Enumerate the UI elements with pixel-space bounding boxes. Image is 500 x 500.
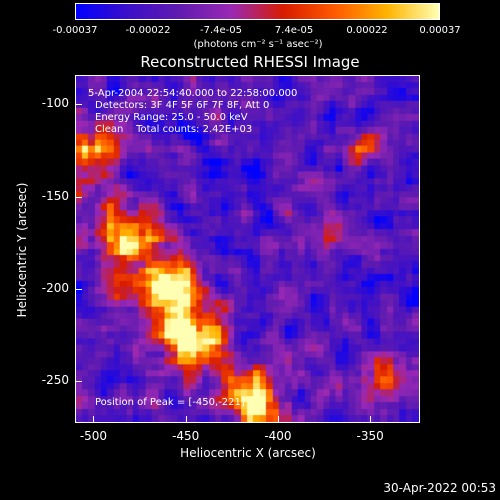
y-tick-label: -100 bbox=[41, 96, 69, 111]
y-tick-mark bbox=[76, 196, 82, 198]
colorbar-tick-label: 0.00022 bbox=[346, 25, 388, 36]
x-tick-label: -500 bbox=[79, 429, 108, 443]
y-tick-mark bbox=[76, 104, 82, 106]
y-axis-label: Heliocentric Y (arcsec) bbox=[15, 182, 29, 318]
x-tick-label: -350 bbox=[356, 429, 384, 443]
y-tick-mark bbox=[76, 380, 82, 382]
annotation-clean-counts: Clean Total counts: 2.42E+03 bbox=[95, 124, 253, 135]
x-tick-mark bbox=[185, 416, 187, 422]
x-tick-label: -400 bbox=[264, 429, 292, 443]
y-tick-label: -250 bbox=[41, 372, 69, 387]
y-tick-mark bbox=[76, 288, 82, 290]
x-tick-mark bbox=[277, 416, 279, 422]
heatmap-image bbox=[76, 76, 419, 422]
annotation-energy-range: Energy Range: 25.0 - 50.0 keV bbox=[95, 112, 248, 123]
x-tick-label: -450 bbox=[172, 429, 200, 443]
plot-area bbox=[75, 75, 420, 423]
colorbar-tick-label: -0.00022 bbox=[125, 25, 171, 36]
colorbar bbox=[75, 3, 440, 20]
annotation-time-range: 5-Apr-2004 22:54:40.000 to 22:58:00.000 bbox=[88, 88, 298, 99]
timestamp: 30-Apr-2022 00:53 bbox=[383, 481, 496, 495]
colorbar-tick-label: -0.00037 bbox=[52, 25, 98, 36]
x-tick-mark bbox=[370, 416, 372, 422]
y-tick-label: -150 bbox=[41, 188, 69, 203]
colorbar-tick-label: -7.4e-05 bbox=[200, 25, 242, 36]
colorbar-tick-label: 0.00037 bbox=[419, 25, 461, 36]
peak-position-label: Position of Peak = [-450,-221] bbox=[95, 397, 245, 408]
colorbar-unit-label: (photons cm⁻² s⁻¹ asec⁻²) bbox=[193, 39, 323, 50]
colorbar-tick-label: 7.4e-05 bbox=[274, 25, 314, 36]
annotation-detectors: Detectors: 3F 4F 5F 6F 7F 8F, Att 0 bbox=[95, 100, 270, 111]
y-tick-label: -200 bbox=[41, 280, 69, 295]
chart-title: Reconstructed RHESSI Image bbox=[140, 53, 360, 71]
x-tick-mark bbox=[93, 416, 95, 422]
x-axis-label: Heliocentric X (arcsec) bbox=[180, 446, 316, 460]
